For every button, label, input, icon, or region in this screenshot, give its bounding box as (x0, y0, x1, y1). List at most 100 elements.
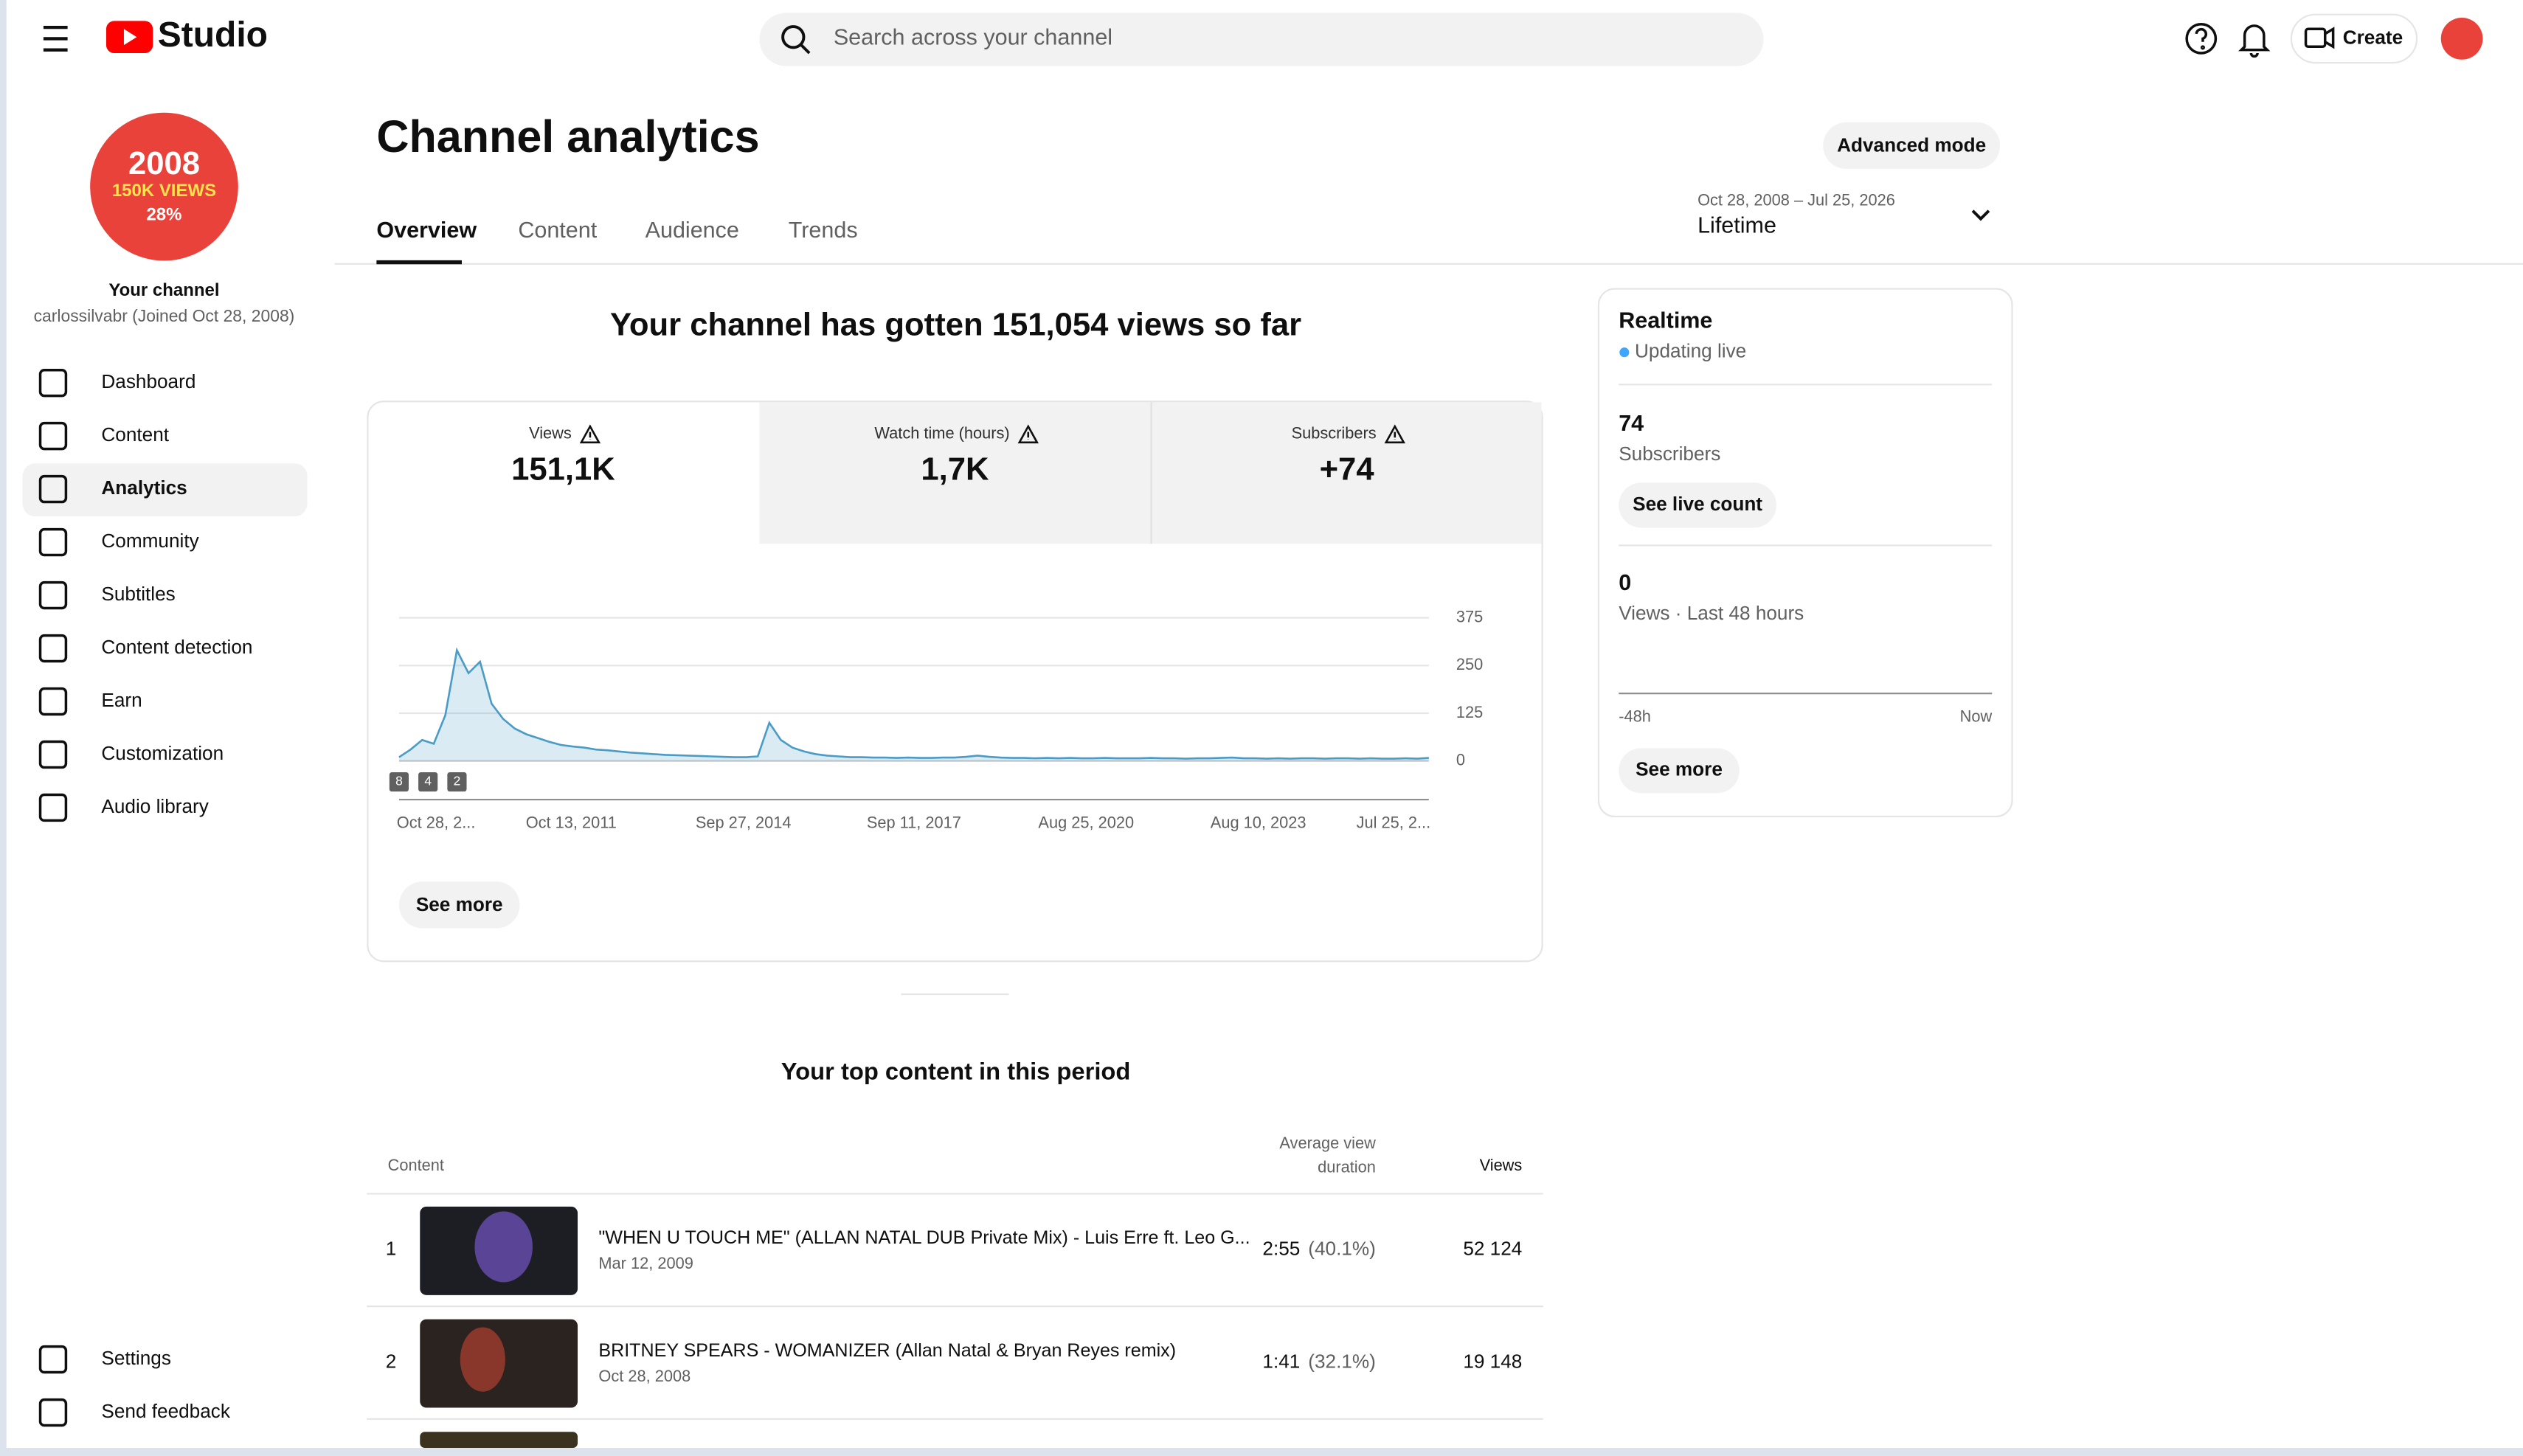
period[interactable]: Lifetime (1697, 213, 1776, 238)
headline: Your channel has gotten 151,054 views so… (610, 307, 1301, 342)
views: 19 148 (1463, 1350, 1522, 1372)
chart-marker[interactable] (418, 772, 438, 792)
tab[interactable]: Content (518, 218, 597, 243)
create-button[interactable] (2290, 13, 2418, 64)
metric-value: 151,1K (511, 452, 615, 488)
nav-icon (38, 634, 68, 663)
nav-icon (38, 740, 68, 769)
y-tick-label: 125 (1456, 703, 1483, 721)
metric-label[interactable]: Subscribers (1292, 424, 1377, 443)
nav-icon (38, 1398, 68, 1427)
chart-marker-label: 2 (454, 774, 461, 788)
y-tick-label: 375 (1456, 607, 1483, 625)
nav-item[interactable]: Send feedback (101, 1400, 230, 1422)
x-tick-label: Sep 11, 2017 (867, 814, 961, 832)
realtime-title: Realtime (1619, 308, 1712, 333)
create-label[interactable]: Create (2343, 26, 2403, 48)
column-header: Average view duration (1279, 1134, 1376, 1176)
nav-icon (38, 1345, 68, 1374)
nav-icon (38, 580, 68, 610)
realtime-label: Views · Last 48 hours (1619, 602, 1804, 624)
search-bar[interactable] (759, 13, 1764, 66)
active-nav-background (22, 463, 308, 517)
rank: 1 (386, 1238, 397, 1260)
frame (0, 1448, 2523, 1456)
x-tick-label: Oct 28, 2... (397, 814, 476, 832)
channel-handle: carlossilvabr (Joined Oct 28, 2008) (34, 306, 295, 325)
search-placeholder[interactable]: Search across your channel (834, 24, 1112, 49)
create-icon (2304, 27, 2335, 49)
video-date: Mar 12, 2009 (598, 1254, 693, 1272)
channel-label: Your channel (108, 280, 219, 300)
nav-item[interactable]: Subtitles (101, 583, 175, 605)
date-range: Oct 28, 2008 – Jul 25, 2026 (1697, 190, 1895, 209)
metric-label[interactable]: Watch time (hours) (874, 424, 1009, 443)
live-count-button[interactable] (1619, 482, 1776, 528)
channel-avatar[interactable] (90, 112, 238, 261)
x-tick-label: Aug 10, 2023 (1211, 814, 1307, 832)
nav-item[interactable]: Settings (101, 1347, 171, 1369)
nav-item[interactable]: Audio library (101, 795, 209, 817)
x-tick-label: Sep 27, 2014 (696, 814, 792, 832)
see-more-button[interactable] (1619, 748, 1740, 794)
video-date: Oct 28, 2008 (598, 1367, 691, 1385)
axis-label: Now (1960, 707, 1993, 726)
x-tick-label: Jul 25, 2... (1357, 814, 1431, 832)
nav-item[interactable]: Earn (101, 689, 142, 711)
y-tick-label: 0 (1456, 750, 1465, 769)
advanced-mode-button[interactable] (1823, 122, 2001, 170)
logo-text: Studio (158, 15, 268, 55)
column-header: Views (1480, 1156, 1523, 1174)
help-icon[interactable] (2185, 23, 2218, 55)
chart-marker-label: 4 (424, 774, 432, 788)
duration-percent: (40.1%) (1308, 1238, 1376, 1260)
page-title: Channel analytics (376, 111, 759, 162)
see-more-button[interactable] (398, 881, 520, 929)
nav-item[interactable]: Community (101, 530, 199, 552)
nav-item[interactable]: Analytics (101, 476, 187, 499)
notifications-icon[interactable] (2238, 24, 2271, 58)
logo[interactable] (105, 21, 153, 54)
chart-marker[interactable] (389, 772, 409, 792)
date-dropdown-icon[interactable] (1971, 209, 1990, 221)
chart-marker[interactable] (447, 772, 467, 792)
live-count-label[interactable]: See live count (1633, 493, 1762, 515)
nav-item[interactable]: Content detection (101, 636, 252, 658)
avatar-text: 150K VIEWS (112, 181, 216, 201)
line (398, 647, 1429, 760)
thumbnail[interactable] (420, 1432, 578, 1449)
tab[interactable]: Trends (789, 218, 858, 243)
account-avatar[interactable] (2440, 18, 2483, 60)
nav-item[interactable]: Content (101, 423, 169, 446)
x-tick-label: Oct 13, 2011 (526, 814, 617, 832)
nav-icon (38, 527, 68, 557)
see-more-label[interactable]: See more (1636, 758, 1723, 780)
nav-icon (38, 421, 68, 451)
y-tick-label: 250 (1456, 655, 1483, 673)
nav-item[interactable]: Dashboard (101, 370, 195, 392)
menu-button[interactable] (43, 25, 68, 52)
chart-marker-label: 8 (395, 774, 403, 788)
advanced-mode-label[interactable]: Advanced mode (1837, 134, 1986, 156)
rank: 2 (386, 1350, 397, 1372)
thumbnail-detail (460, 1327, 505, 1392)
tab[interactable]: Audience (646, 218, 739, 243)
duration-percent: (32.1%) (1308, 1350, 1376, 1372)
axis-label: -48h (1619, 707, 1651, 726)
section-title: Your top content in this period (781, 1057, 1131, 1084)
video-title[interactable]: "WHEN U TOUCH ME" (ALLAN NATAL DUB Priva… (598, 1227, 1250, 1248)
metric-label[interactable]: Views (529, 424, 572, 443)
frame (0, 0, 7, 1456)
tab[interactable]: Overview (376, 218, 477, 243)
duration: 2:55 (1262, 1238, 1300, 1260)
warning-icon (1384, 424, 1405, 444)
video-title[interactable]: BRITNEY SPEARS - WOMANIZER (Allan Natal … (598, 1340, 1176, 1361)
see-more-label[interactable]: See more (416, 893, 503, 915)
live-dot (1619, 347, 1630, 358)
realtime-status: Updating live (1635, 340, 1746, 362)
nav-icon (38, 793, 68, 822)
realtime-label: Subscribers (1619, 443, 1720, 465)
nav-item[interactable]: Customization (101, 742, 224, 764)
